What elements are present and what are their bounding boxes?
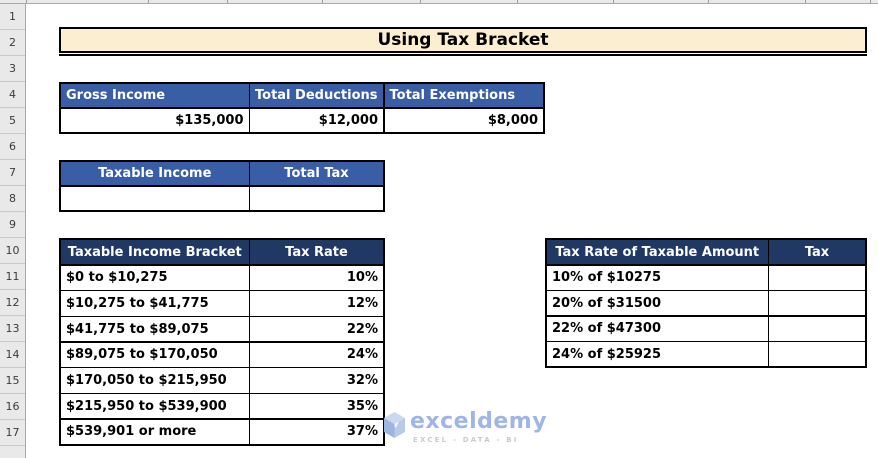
column-divider-tick (227, 0, 228, 3)
column-divider-tick (420, 0, 421, 3)
column-divider-tick (870, 0, 871, 3)
rate-cell[interactable]: 12% (250, 291, 383, 316)
tax-value-cell[interactable] (769, 291, 865, 315)
row-header[interactable]: 11 (0, 264, 25, 290)
rate-cell[interactable]: 32% (250, 368, 383, 393)
bracket-cell[interactable]: $0 to $10,275 (61, 265, 249, 290)
row-header[interactable]: 10 (0, 238, 25, 264)
watermark-tagline: EXCEL - DATA - BI (413, 436, 519, 444)
exceldemy-cube-icon (383, 411, 406, 444)
row-header[interactable]: 16 (0, 394, 25, 420)
total-deductions-value-cell[interactable]: $12,000 (250, 108, 383, 132)
rate-cell[interactable]: 10% (250, 265, 383, 290)
watermark: exceldemy EXCEL - DATA - BI (383, 411, 547, 444)
column-header-strip (0, 0, 878, 4)
rate-of-amount-cell[interactable]: 20% of $31500 (547, 291, 768, 315)
rate-cell[interactable]: 24% (250, 342, 383, 367)
column-divider-tick (517, 0, 518, 3)
gross-income-header-cell[interactable]: Gross Income (61, 84, 249, 108)
total-exemptions-header-cell[interactable]: Total Exemptions (384, 84, 543, 108)
rate-of-amount-cell[interactable]: 10% of $10275 (547, 265, 768, 290)
total-exemptions-value-cell[interactable]: $8,000 (384, 108, 543, 132)
row-header[interactable]: 15 (0, 368, 25, 394)
row-header[interactable]: 13 (0, 316, 25, 342)
rate-of-amount-cell[interactable]: 22% of $47300 (547, 316, 768, 341)
row-header[interactable]: 17 (0, 420, 25, 446)
bracket-cell[interactable]: $215,950 to $539,900 (61, 394, 249, 419)
row-header[interactable]: 14 (0, 342, 25, 368)
row-header[interactable]: 2 (0, 30, 25, 56)
column-divider-tick (322, 0, 323, 3)
total-deductions-header-cell[interactable]: Total Deductions (250, 84, 383, 108)
column-divider-tick (708, 0, 709, 3)
row-header[interactable]: 8 (0, 186, 25, 212)
bracket-cell[interactable]: $41,775 to $89,075 (61, 317, 249, 342)
rate-of-amount-cell[interactable]: 24% of $25925 (547, 342, 768, 366)
bracket-cell[interactable]: $89,075 to $170,050 (61, 342, 249, 367)
row-header[interactable]: 4 (0, 82, 25, 108)
row-header[interactable]: 5 (0, 108, 25, 134)
total-tax-value-cell[interactable] (250, 186, 383, 210)
taxable-amount-header-cell[interactable]: Tax Rate of Taxable Amount (547, 240, 768, 264)
tax-value-cell[interactable] (769, 265, 865, 290)
bracket-table: Taxable Income Bracket Tax Rate $0 to $1… (59, 238, 385, 446)
column-divider-tick (613, 0, 614, 3)
row-header[interactable]: 12 (0, 290, 25, 316)
taxable-income-value-cell[interactable] (61, 186, 249, 210)
row-header[interactable]: 7 (0, 160, 25, 186)
bracket-cell[interactable]: $170,050 to $215,950 (61, 368, 249, 393)
title-banner-cell[interactable]: Using Tax Bracket (59, 27, 867, 56)
bracket-header-cell[interactable]: Taxable Income Bracket (61, 240, 249, 265)
tax-value-cell[interactable] (769, 342, 865, 366)
taxable-income-header-cell[interactable]: Taxable Income (61, 162, 249, 186)
column-divider-tick (26, 0, 27, 3)
column-divider-tick (148, 0, 149, 3)
row-header[interactable]: 3 (0, 56, 25, 82)
tax-calc-table: Tax Rate of Taxable Amount Tax 10% of $1… (545, 238, 867, 368)
bracket-cell[interactable]: $539,901 or more (61, 419, 249, 444)
rate-cell[interactable]: 37% (250, 419, 383, 444)
total-tax-header-cell[interactable]: Total Tax (250, 162, 383, 186)
row-headers: 1 2 3 4 5 6 7 8 9 10 11 12 13 14 15 16 17 (0, 4, 26, 458)
result-table: Taxable Income Total Tax (59, 160, 385, 212)
rate-cell[interactable]: 22% (250, 317, 383, 342)
gross-income-value-cell[interactable]: $135,000 (61, 108, 249, 132)
watermark-text: exceldemy EXCEL - DATA - BI (410, 409, 548, 445)
row-header[interactable]: 1 (0, 4, 25, 30)
bracket-cell[interactable]: $10,275 to $41,775 (61, 291, 249, 316)
rate-cell[interactable]: 35% (250, 394, 383, 419)
tax-rate-header-cell[interactable]: Tax Rate (250, 240, 383, 265)
column-divider-tick (805, 0, 806, 3)
row-header[interactable]: 9 (0, 212, 25, 238)
tax-header-cell[interactable]: Tax (769, 240, 865, 264)
row-header[interactable]: 6 (0, 134, 25, 160)
watermark-brand: exceldemy (410, 409, 548, 434)
income-table: Gross Income Total Deductions Total Exem… (59, 82, 545, 134)
tax-value-cell[interactable] (769, 316, 865, 341)
